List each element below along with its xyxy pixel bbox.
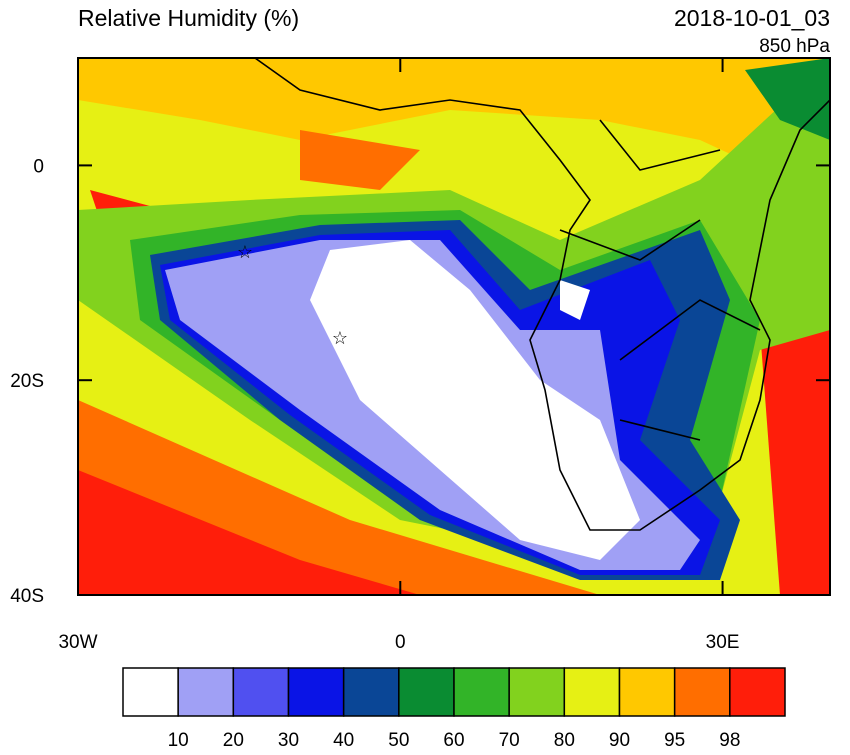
x-tick-label: 30W [58, 632, 97, 653]
colorbar-label: 98 [719, 730, 740, 750]
colorbar-label: 10 [168, 730, 189, 750]
colorbar-box [729, 667, 786, 717]
colorbar-label: 30 [278, 730, 299, 750]
valid-time: 2018-10-01_03 [674, 5, 830, 31]
colorbar-box [563, 667, 621, 717]
y-tick-label: 20S [10, 371, 44, 392]
colorbar-box [122, 667, 179, 717]
colorbar-box [232, 667, 290, 717]
marker: ☆ [237, 242, 253, 262]
humidity-field: ☆ ☆ [78, 58, 830, 595]
colorbar-box [342, 667, 400, 717]
colorbar-label: 50 [388, 730, 409, 750]
colorbar-box [618, 667, 676, 717]
x-tick-label: 0 [395, 632, 406, 653]
x-tick-label: 30E [706, 632, 740, 653]
y-tick-label: 0 [33, 156, 44, 177]
colorbar-box [177, 667, 235, 717]
map-frame [77, 57, 831, 596]
colorbar-label: 95 [664, 730, 685, 750]
colorbar-box [673, 667, 731, 717]
colorbar-box [287, 667, 345, 717]
marker: ☆ [332, 328, 348, 348]
colorbar-box [398, 667, 455, 717]
title: Relative Humidity (%) [78, 5, 299, 31]
colorbar-label: 20 [223, 730, 244, 750]
colorbar-label: 90 [609, 730, 630, 750]
colorbar-label: 70 [499, 730, 520, 750]
colorbar-label: 60 [443, 730, 464, 750]
colorbar-label: 80 [554, 730, 575, 750]
y-tick-label: 40S [10, 586, 44, 607]
level: 850 hPa [759, 36, 830, 57]
colorbar-label: 40 [333, 730, 354, 750]
colorbar-box [453, 667, 510, 717]
colorbar-box [508, 667, 566, 717]
